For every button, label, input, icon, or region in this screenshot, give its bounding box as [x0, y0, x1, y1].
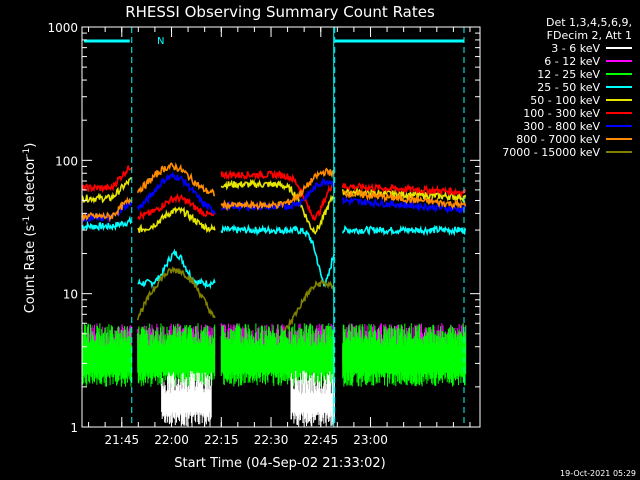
x-tick-label-0: 21:45 — [105, 433, 140, 447]
x-tick-label-5: 23:00 — [353, 433, 388, 447]
series-line-4-segment-2 — [220, 178, 335, 235]
legend-label-6: 300 - 800 keV — [523, 120, 600, 133]
y-axis-label-sup2: -1 — [22, 148, 32, 157]
legend-label-4: 50 - 100 keV — [530, 94, 600, 107]
series-line-6-segment-3 — [341, 195, 466, 215]
legend-label-5: 100 - 300 keV — [523, 107, 600, 120]
legend-label-1: 6 - 12 keV — [544, 55, 600, 68]
y-tick-label-3: 1000 — [47, 21, 78, 35]
series-line-7-segment-3 — [342, 190, 467, 210]
y-tick-label-2: 100 — [55, 154, 78, 168]
series-line-7-segment-1 — [136, 161, 216, 197]
legend-label-8: 7000 - 15000 keV — [502, 146, 600, 159]
y-axis-label-main: Count Rate (s — [23, 225, 38, 314]
legend: Det 1,3,4,5,6,9,FDecim 2, Att 13 - 6 keV… — [502, 16, 632, 159]
y-axis-label: Count Rate (s-1 detector-1) — [22, 143, 38, 314]
series-line-8-segment-1 — [136, 266, 216, 321]
plot-area-border — [81, 26, 481, 428]
plot-frame — [81, 26, 481, 428]
series-line-6-segment-1 — [136, 170, 216, 215]
y-tick-label-0: 1 — [70, 421, 78, 435]
legend-label-7: 800 - 7000 keV — [516, 133, 600, 146]
x-tick-label-4: 22:45 — [304, 433, 339, 447]
x-axis-label: Start Time (04-Sep-02 21:33:02) — [174, 456, 385, 471]
series-line-4-segment-1 — [137, 206, 216, 234]
y-tick-label-1: 10 — [63, 288, 78, 302]
y-axis-label-end: ) — [23, 143, 38, 148]
series-line-3-segment-0 — [81, 215, 133, 232]
x-tick-label-3: 22:30 — [254, 433, 289, 447]
plot-series-group — [81, 161, 467, 427]
series-line-7-segment-0 — [81, 196, 132, 223]
series-line-3-segment-3 — [341, 224, 467, 237]
series-line-7-segment-2 — [220, 167, 335, 212]
y-axis-label-sup1: -1 — [22, 216, 32, 225]
legend-header-line-1: Det 1,3,4,5,6,9, — [546, 16, 632, 29]
series-line-3-segment-2 — [220, 223, 336, 287]
x-tick-label-1: 22:00 — [154, 433, 189, 447]
legend-label-3: 25 - 50 keV — [537, 81, 600, 94]
footer-date: 19-Oct-2021 05:29 — [560, 469, 636, 478]
series-line-5-segment-0 — [81, 165, 132, 194]
chart-title: RHESSI Observing Summary Count Rates — [125, 3, 435, 21]
x-tick-label-2: 22:15 — [204, 433, 239, 447]
axis-ticks: 1 10 100 1000 21:45 22:00 22:15 22:30 22:45 23:00 — [47, 21, 480, 447]
series-line-5-segment-3 — [341, 182, 467, 199]
series-line-4-segment-0 — [81, 177, 132, 205]
legend-label-2: 12 - 25 keV — [537, 68, 600, 81]
series-line-5-segment-2 — [220, 169, 335, 221]
y-axis-label-mid: detector — [23, 156, 38, 216]
series-band-0 — [161, 370, 335, 427]
legend-label-0: 3 - 6 keV — [551, 42, 600, 55]
series-line-5-segment-1 — [137, 193, 216, 221]
series-line-3-segment-1 — [137, 248, 216, 290]
legend-header-line-2: FDecim 2, Att 1 — [547, 29, 632, 42]
night-flag-label: N — [157, 36, 164, 47]
